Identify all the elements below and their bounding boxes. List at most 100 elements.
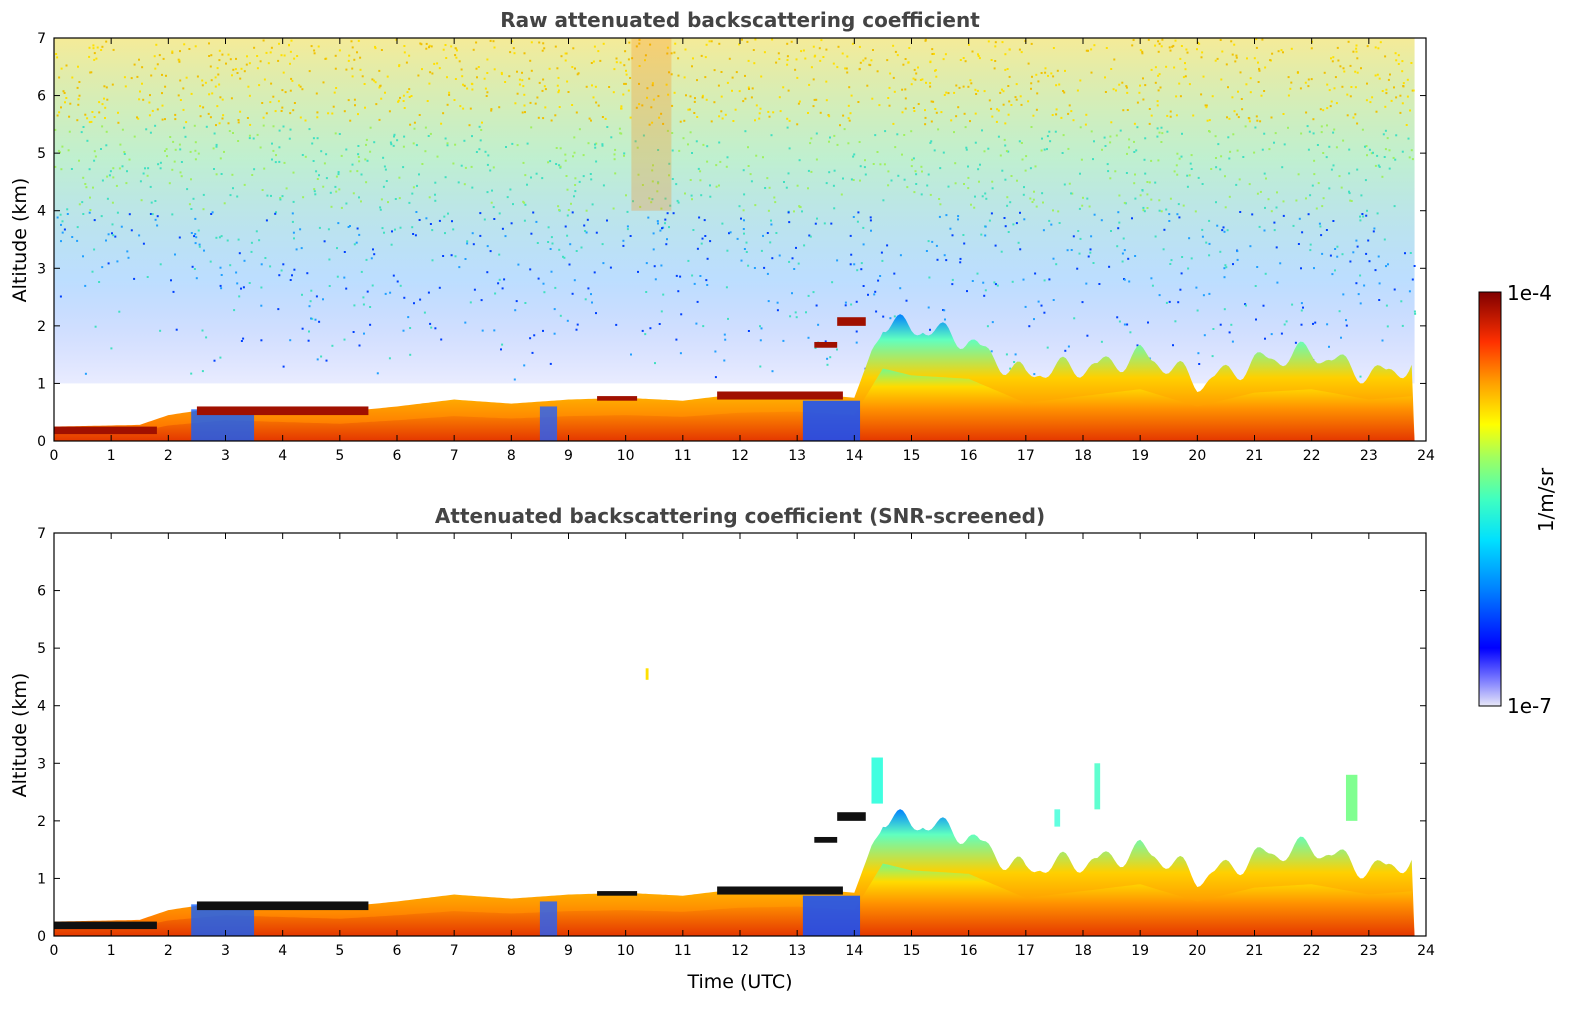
noise-pixel [1340, 336, 1342, 339]
noise-pixel [158, 54, 161, 57]
noise-pixel [311, 317, 314, 320]
noise-pixel [438, 286, 441, 289]
noise-pixel [299, 228, 302, 231]
noise-pixel [169, 136, 172, 138]
panel-screened: Attenuated backscattering coefficient (S… [9, 504, 1435, 993]
noise-pixel [836, 348, 838, 351]
noise-pixel [537, 277, 540, 280]
noise-pixel [55, 53, 58, 55]
noise-pixel [77, 103, 80, 106]
noise-pixel [180, 161, 183, 163]
noise-pixel [783, 181, 785, 183]
noise-pixel [580, 246, 583, 249]
noise-pixel [850, 94, 853, 97]
noise-pixel [1291, 303, 1294, 306]
noise-pixel [860, 268, 863, 271]
noise-pixel [912, 157, 915, 160]
noise-pixel [383, 231, 385, 234]
noise-pixel [719, 160, 722, 163]
noise-pixel [957, 106, 960, 109]
noise-pixel [171, 50, 174, 53]
noise-pixel [1393, 86, 1395, 89]
noise-pixel [604, 117, 607, 120]
noise-pixel [652, 164, 654, 167]
noise-pixel [629, 77, 632, 79]
noise-pixel [478, 125, 481, 128]
x-tick-label: 24 [1417, 943, 1435, 959]
noise-pixel [240, 287, 242, 290]
noise-pixel [639, 205, 642, 208]
noise-pixel [1305, 197, 1307, 200]
noise-pixel [323, 162, 326, 165]
noise-pixel [1169, 49, 1172, 52]
noise-pixel [430, 45, 433, 48]
noise-pixel [944, 318, 946, 321]
noise-pixel [403, 51, 406, 54]
noise-pixel [937, 128, 940, 131]
noise-pixel [423, 311, 426, 314]
noise-pixel [489, 39, 492, 42]
noise-pixel [1287, 76, 1290, 79]
noise-pixel [170, 279, 172, 282]
noise-pixel [94, 325, 97, 328]
noise-pixel [1376, 212, 1379, 215]
noise-pixel [1274, 132, 1277, 135]
noise-pixel [690, 194, 693, 197]
noise-pixel [743, 232, 745, 235]
noise-pixel [825, 48, 828, 51]
noise-pixel [662, 226, 665, 229]
noise-pixel [1395, 96, 1398, 99]
noise-pixel [1160, 141, 1163, 143]
noise-pixel [828, 140, 830, 143]
noise-pixel [236, 282, 239, 285]
noise-pixel [754, 204, 757, 207]
noise-pixel [1326, 83, 1329, 86]
noise-pixel [84, 284, 87, 287]
noise-pixel [219, 356, 222, 359]
noise-pixel [395, 38, 398, 41]
cloud-layer [597, 396, 638, 401]
noise-pixel [165, 74, 167, 77]
noise-pixel [1076, 267, 1079, 270]
noise-pixel [452, 228, 455, 231]
noise-pixel [218, 49, 221, 52]
noise-pixel [1175, 95, 1178, 98]
noise-pixel [1027, 62, 1030, 65]
noise-pixel [1271, 52, 1274, 55]
noise-pixel [627, 58, 630, 61]
noise-pixel [1004, 225, 1007, 228]
noise-pixel [614, 172, 617, 175]
noise-pixel [608, 86, 611, 88]
noise-pixel [1268, 148, 1271, 151]
noise-pixel [642, 134, 645, 137]
noise-pixel [664, 222, 666, 225]
noise-pixel [990, 107, 993, 110]
noise-pixel [1178, 157, 1181, 160]
noise-pixel [652, 232, 655, 235]
noise-pixel [1244, 303, 1247, 306]
noise-pixel [1031, 201, 1034, 203]
noise-pixel [1055, 113, 1058, 116]
noise-pixel [236, 72, 239, 74]
noise-pixel [240, 340, 243, 342]
noise-pixel [973, 206, 976, 209]
noise-pixel [478, 148, 481, 151]
noise-pixel [696, 247, 699, 250]
noise-pixel [1359, 219, 1362, 222]
noise-pixel [925, 250, 928, 252]
noise-pixel [613, 153, 616, 156]
noise-pixel [1378, 299, 1381, 301]
noise-pixel [256, 133, 259, 136]
noise-pixel [406, 91, 409, 94]
noise-pixel [913, 110, 916, 112]
noise-pixel [403, 45, 406, 47]
noise-pixel [363, 332, 365, 335]
noise-pixel [557, 76, 560, 79]
noise-pixel [931, 48, 934, 51]
noise-pixel [1236, 258, 1239, 261]
noise-pixel [754, 119, 756, 122]
noise-pixel [1263, 132, 1266, 135]
noise-pixel [542, 329, 544, 332]
noise-pixel [572, 47, 575, 50]
noise-pixel [259, 60, 262, 63]
